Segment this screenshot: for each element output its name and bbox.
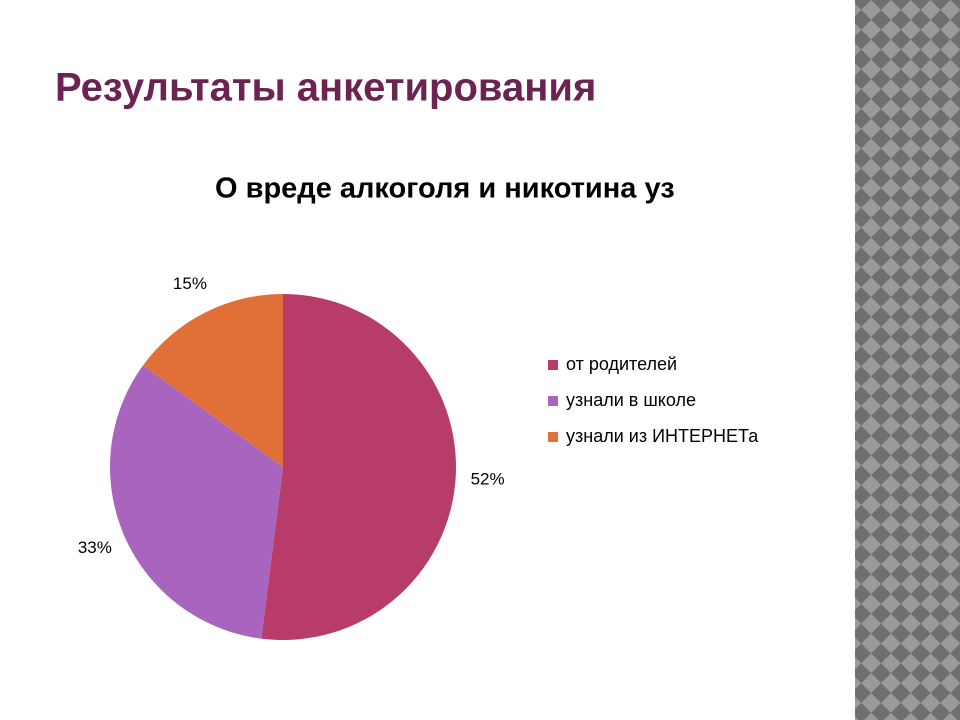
data-label: 33% — [78, 538, 112, 557]
chart-title: О вреде алкоголя и никотина уз — [215, 173, 675, 205]
data-label: 52% — [471, 469, 505, 488]
legend-label: узнали в школе — [566, 390, 696, 410]
legend-swatch — [548, 360, 558, 370]
slide-title: Результаты анкетирования — [55, 66, 596, 110]
pie-slice — [109, 365, 283, 639]
legend-swatch — [548, 432, 558, 442]
pie-slice — [143, 294, 283, 467]
data-label: 15% — [173, 274, 207, 293]
legend-label: от родителей — [566, 354, 677, 374]
legend-swatch — [548, 396, 558, 406]
legend-label: узнали из ИНТЕРНЕТа — [566, 426, 759, 446]
pie-slice — [261, 294, 456, 640]
side-pattern — [855, 0, 960, 720]
